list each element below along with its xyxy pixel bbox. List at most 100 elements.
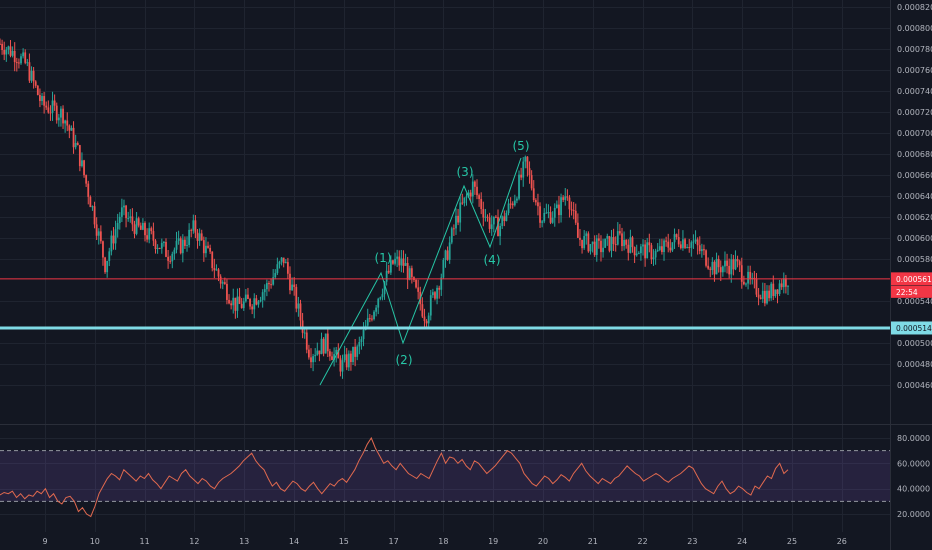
time-axis[interactable]: 9 10 11 12 13 14 15 17 18 19 20 21 22 23 24 25 26 xyxy=(42,537,846,546)
candle-body xyxy=(505,213,508,221)
candle-body xyxy=(686,247,689,249)
candle-body xyxy=(93,206,96,225)
candle-body xyxy=(72,127,75,148)
price-tick-label: 0.0007000 xyxy=(897,129,932,138)
candle-body xyxy=(436,287,438,299)
candle-body xyxy=(715,258,718,275)
candle-body xyxy=(774,289,777,297)
candle-body xyxy=(148,228,151,240)
candle-body xyxy=(28,62,31,81)
candle-body xyxy=(230,303,233,306)
candle-body xyxy=(186,244,188,246)
candle-body xyxy=(684,239,686,248)
candle-body xyxy=(776,289,779,294)
candle-body xyxy=(0,43,1,45)
rsi-indicator-pane[interactable] xyxy=(0,436,890,518)
candle-body xyxy=(228,299,230,304)
candle-body xyxy=(358,341,361,347)
candle-body xyxy=(404,262,407,266)
candle-body xyxy=(640,246,642,254)
candle-body xyxy=(131,216,134,225)
candle-body xyxy=(566,196,569,198)
candle-body xyxy=(522,161,525,178)
candle-body xyxy=(679,244,682,249)
candle-body xyxy=(492,216,495,225)
rsi-tick-label: 80.0000 xyxy=(897,434,930,443)
date-tick-label: 24 xyxy=(737,537,747,546)
candle-body xyxy=(434,292,436,299)
elliott-wave-drawing[interactable]: (1) (2) (3) (4) (5) xyxy=(319,139,530,386)
candle-body xyxy=(341,360,344,372)
candle-body xyxy=(70,127,73,131)
date-tick-label: 9 xyxy=(42,537,47,546)
candle-body xyxy=(255,298,258,305)
candle-body xyxy=(618,231,621,234)
candle-body xyxy=(700,249,703,252)
candle-body xyxy=(89,196,92,208)
horizontal-lines[interactable] xyxy=(0,278,890,330)
rsi-scale[interactable]: 80.0000 60.0000 40.0000 20.0000 xyxy=(897,434,930,519)
price-tick-label: 0.0006800 xyxy=(897,150,932,159)
candle-body xyxy=(366,318,369,326)
candle-body xyxy=(595,238,598,255)
candle-body xyxy=(51,100,54,113)
candle-body xyxy=(127,218,130,220)
candle-body xyxy=(770,283,773,299)
candle-body xyxy=(711,261,714,270)
candle-body xyxy=(673,234,676,243)
price-tick-label: 0.0007200 xyxy=(897,108,932,117)
candle-body xyxy=(41,96,43,101)
candle-body xyxy=(223,282,226,284)
candle-body xyxy=(293,284,296,287)
candle-body xyxy=(610,237,613,251)
candle-body xyxy=(274,273,277,278)
candle-body xyxy=(333,354,336,360)
price-tags: 0.0005611 0.0005143 22:54 xyxy=(891,272,932,335)
candle-body xyxy=(169,260,172,262)
candle-body xyxy=(337,349,340,359)
candlestick-series xyxy=(0,38,789,379)
candle-body xyxy=(511,203,514,206)
candle-body xyxy=(696,239,699,246)
candle-body xyxy=(431,292,434,296)
wave-line[interactable] xyxy=(319,157,522,386)
candle-body xyxy=(581,239,583,249)
candle-body xyxy=(757,294,760,298)
candle-body xyxy=(576,222,579,238)
candle-body xyxy=(490,224,493,229)
candle-body xyxy=(551,217,554,223)
price-scale[interactable]: 0.0008200 0.0008000 0.0007800 0.0007600 0.00… xyxy=(897,3,932,390)
candle-body xyxy=(709,268,712,270)
candle-body xyxy=(284,262,287,264)
candle-body xyxy=(509,203,512,205)
candle-body xyxy=(9,46,12,56)
candle-body xyxy=(583,236,586,249)
candle-body xyxy=(633,247,636,256)
candle-body xyxy=(717,258,720,268)
candle-body xyxy=(316,350,319,355)
candle-body xyxy=(667,241,670,248)
candle-body xyxy=(444,250,447,260)
wave-label: (3) xyxy=(457,165,474,179)
candle-body xyxy=(646,242,649,259)
candle-body xyxy=(467,192,470,197)
candle-body xyxy=(787,285,789,287)
candle-body xyxy=(392,260,394,264)
candle-body xyxy=(677,237,680,245)
candle-body xyxy=(698,245,701,252)
date-tick-label: 12 xyxy=(189,537,199,546)
candle-body xyxy=(299,303,302,321)
candle-body xyxy=(400,258,403,266)
candle-body xyxy=(350,353,352,363)
candle-body xyxy=(532,188,535,201)
candle-body xyxy=(104,257,106,273)
candle-body xyxy=(671,242,674,251)
candle-body xyxy=(408,268,411,280)
rsi-tick-label: 60.0000 xyxy=(897,459,930,468)
candle-body xyxy=(429,295,432,316)
candle-body xyxy=(648,242,651,246)
candle-body xyxy=(240,303,243,309)
date-tick-label: 26 xyxy=(837,537,847,546)
candle-body xyxy=(501,216,504,226)
